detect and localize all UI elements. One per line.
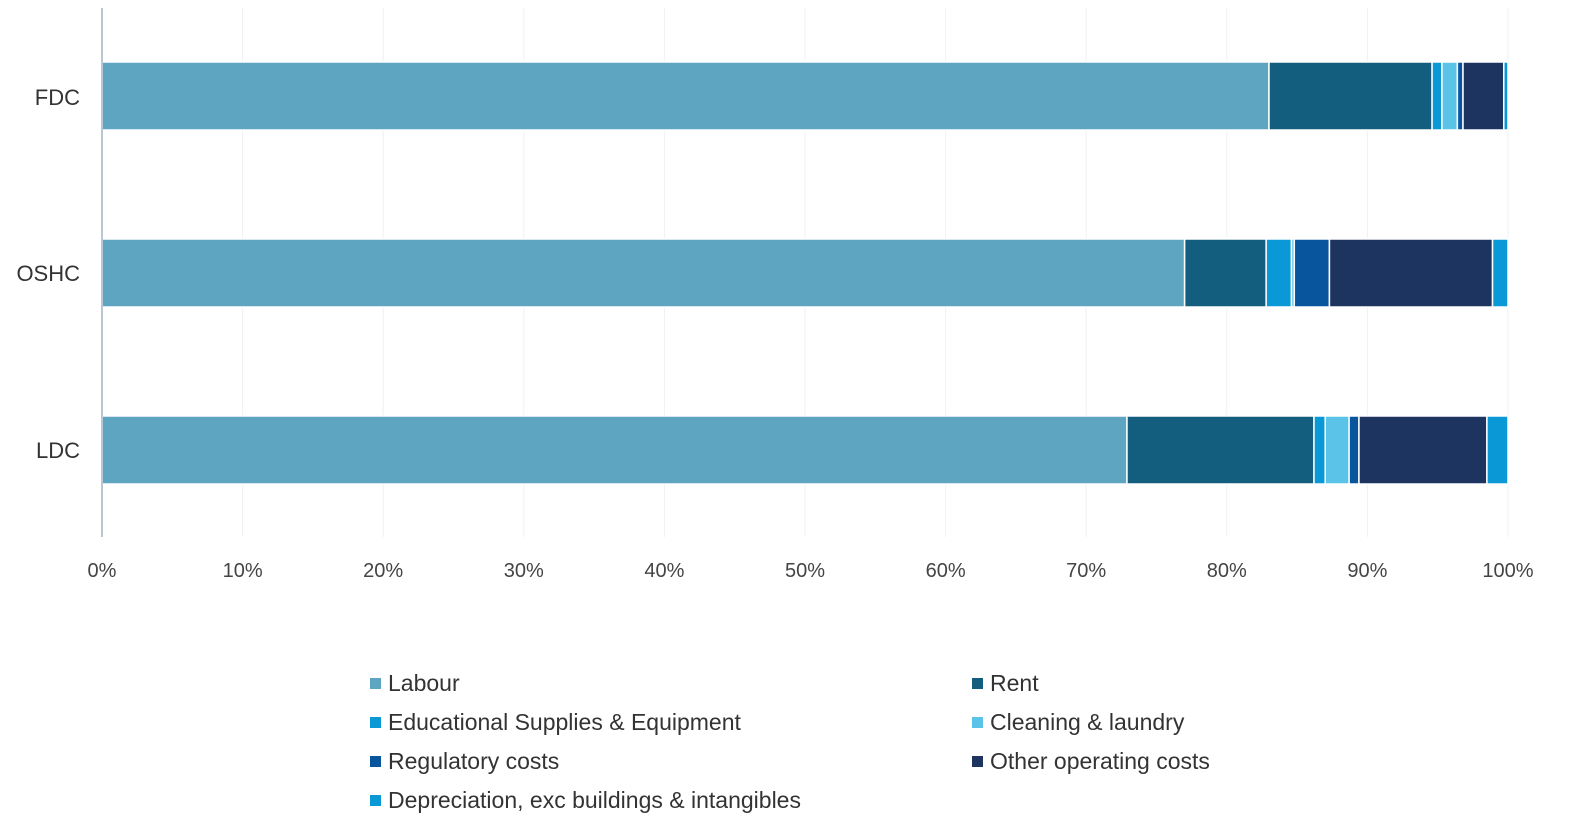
- bar-segment-ldc-3: [1324, 415, 1350, 485]
- legend-label: Cleaning & laundry: [990, 709, 1185, 735]
- bar-segment-ldc-6: [1486, 415, 1509, 485]
- bar-segment-ldc-1: [1126, 415, 1315, 485]
- x-tick-label: 50%: [785, 560, 825, 582]
- bar-segment-fdc-6: [1503, 61, 1509, 131]
- bar-segments: [101, 61, 1509, 485]
- bar-segment-ldc-5: [1358, 415, 1488, 485]
- bar-segment-oshc-4: [1293, 238, 1331, 308]
- legend-label: Other operating costs: [990, 748, 1210, 774]
- bar-segment-fdc-4: [1456, 61, 1464, 131]
- x-tick-label: 40%: [644, 560, 684, 582]
- x-tick-label: 100%: [1482, 560, 1533, 582]
- legend-label: Rent: [990, 670, 1039, 696]
- x-tick-label: 30%: [504, 560, 544, 582]
- bar-segment-fdc-3: [1441, 61, 1459, 131]
- legend-item-educational-supplies: Educational Supplies & Equipment: [370, 703, 972, 742]
- legend-label: Depreciation, exc buildings & intangible…: [388, 787, 801, 813]
- bar-segment-oshc-0: [101, 238, 1186, 308]
- stacked-bar-chart: FDC OSHC LDC 0% 10% 20% 30% 40% 50% 60% 70% 80% 9…: [16, 8, 1534, 582]
- legend-swatch: [370, 678, 381, 689]
- category-label-ldc: LDC: [36, 438, 80, 463]
- legend-swatch: [972, 678, 983, 689]
- legend-swatch: [972, 717, 983, 728]
- legend-item-cleaning-laundry: Cleaning & laundry: [972, 703, 1470, 742]
- x-tick-label: 90%: [1347, 560, 1387, 582]
- bar-segment-ldc-4: [1348, 415, 1360, 485]
- bar-segment-ldc-0: [101, 415, 1128, 485]
- legend-swatch: [972, 756, 983, 767]
- legend-swatch: [370, 795, 381, 806]
- x-tick-label: 70%: [1066, 560, 1106, 582]
- legend-item-rent: Rent: [972, 664, 1470, 703]
- category-label-oshc: OSHC: [16, 261, 80, 286]
- legend-item-labour: Labour: [370, 664, 972, 703]
- legend: Labour Rent Educational Supplies & Equip…: [370, 664, 1470, 820]
- bar-segment-fdc-5: [1462, 61, 1505, 131]
- category-labels: FDC OSHC LDC: [16, 85, 80, 463]
- legend-item-other-operating-costs: Other operating costs: [972, 742, 1470, 781]
- bar-segment-fdc-0: [101, 61, 1270, 131]
- bar-segment-ldc-2: [1313, 415, 1326, 485]
- x-tick-label: 60%: [926, 560, 966, 582]
- legend-swatch: [370, 756, 381, 767]
- x-axis-tick-labels: 0% 10% 20% 30% 40% 50% 60% 70% 80% 90% 100%: [88, 560, 1534, 582]
- legend-label: Educational Supplies & Equipment: [388, 709, 741, 735]
- bar-segment-fdc-2: [1431, 61, 1443, 131]
- bar-segment-oshc-5: [1328, 238, 1494, 308]
- bar-segment-oshc-6: [1491, 238, 1509, 308]
- x-tick-label: 80%: [1207, 560, 1247, 582]
- legend-label: Regulatory costs: [388, 748, 560, 774]
- legend-item-regulatory-costs: Regulatory costs: [370, 742, 972, 781]
- legend-item-depreciation: Depreciation, exc buildings & intangible…: [370, 781, 972, 820]
- bar-segment-oshc-1: [1183, 238, 1267, 308]
- x-tick-label: 20%: [363, 560, 403, 582]
- legend-swatch: [370, 717, 381, 728]
- legend-label: Labour: [388, 670, 460, 696]
- x-tick-label: 10%: [223, 560, 263, 582]
- category-label-fdc: FDC: [35, 85, 80, 110]
- bar-segment-fdc-1: [1268, 61, 1433, 131]
- bar-segment-oshc-2: [1265, 238, 1293, 308]
- x-tick-label: 0%: [88, 560, 117, 582]
